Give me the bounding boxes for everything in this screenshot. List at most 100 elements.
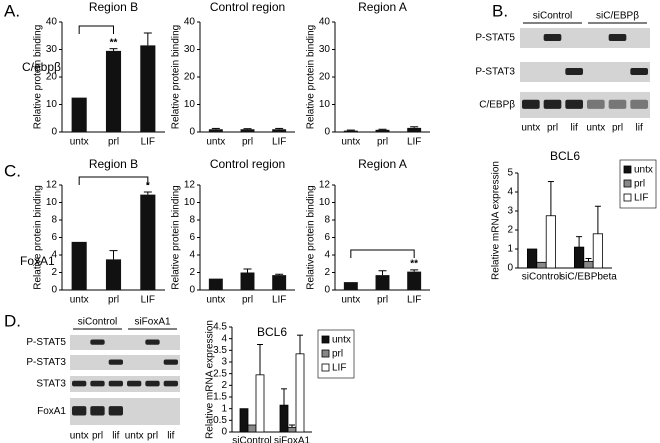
row-label: FoxA1 xyxy=(20,254,55,268)
y-tick-label: 2 xyxy=(221,380,227,391)
blot-band xyxy=(587,99,605,109)
y-tick-label: 0 xyxy=(189,285,195,296)
blot-lane-label: untx xyxy=(521,123,540,134)
y-tick-label: 30 xyxy=(46,44,58,55)
y-tick-label: 0 xyxy=(51,285,57,296)
bar xyxy=(272,275,287,290)
bar xyxy=(272,129,287,132)
bar xyxy=(375,275,390,290)
blot-lane-label: lif xyxy=(167,431,174,442)
y-tick-label: 0.5 xyxy=(213,415,227,426)
bar xyxy=(527,248,538,269)
x-tick-label: siControl xyxy=(232,436,271,443)
bar xyxy=(71,97,87,132)
y-tick-label: 8 xyxy=(51,215,57,226)
legend-swatch xyxy=(623,193,632,202)
y-tick-label: 2 xyxy=(324,267,330,278)
bar xyxy=(208,129,223,132)
bracket xyxy=(350,249,415,258)
chart-title: BCL6 xyxy=(257,325,287,339)
panel-letter: D. xyxy=(4,311,21,330)
blot-lane-label: prl xyxy=(612,123,623,134)
x-tick-label: prl xyxy=(242,295,253,306)
legend-label: prl xyxy=(332,349,343,360)
y-tick-label: 10 xyxy=(319,99,331,110)
x-tick-label: LIF xyxy=(407,137,421,148)
y-tick-label: 4 xyxy=(507,187,513,198)
blot-band xyxy=(90,406,105,416)
chart-title: Region B xyxy=(89,157,138,171)
chart-title: Control region xyxy=(210,0,285,14)
y-tick-label: 6 xyxy=(189,232,195,243)
bar xyxy=(287,426,297,433)
y-tick-label: 40 xyxy=(184,17,196,28)
significance: ** xyxy=(110,37,118,48)
y-axis-label: Relative protein binding xyxy=(306,25,317,130)
blot-band xyxy=(608,34,627,41)
bar xyxy=(140,194,156,290)
y-tick-label: 0 xyxy=(189,127,195,138)
y-tick-label: 0 xyxy=(221,427,227,438)
blot-band xyxy=(72,406,87,416)
legend-label: untx xyxy=(634,165,653,176)
y-tick-label: 5 xyxy=(507,168,513,179)
legend-swatch xyxy=(623,179,632,188)
bar xyxy=(343,282,358,290)
blot-band xyxy=(90,380,105,387)
y-tick-label: 30 xyxy=(319,44,331,55)
y-tick-label: 8 xyxy=(189,215,195,226)
y-tick-label: 10 xyxy=(184,99,196,110)
y-axis-label: Relative mRNA expression xyxy=(205,320,216,439)
blot-band xyxy=(163,359,178,365)
y-tick-label: 4.5 xyxy=(213,322,227,333)
significance: * xyxy=(146,181,150,192)
blot-lane-label: lif xyxy=(636,123,643,134)
y-tick-label: 12 xyxy=(46,180,58,191)
y-tick-label: 4 xyxy=(189,250,195,261)
x-tick-label: LIF xyxy=(141,295,155,306)
y-tick-label: 30 xyxy=(184,44,196,55)
chart-title: Control region xyxy=(210,157,285,171)
legend-label: LIF xyxy=(634,193,648,204)
blot-band xyxy=(145,380,160,387)
y-tick-label: 3 xyxy=(221,357,227,368)
legend-swatch xyxy=(321,335,330,344)
blot-row-label: C/EBPβ xyxy=(479,100,515,111)
bar xyxy=(71,241,87,290)
bar xyxy=(375,129,390,132)
bar xyxy=(247,424,257,433)
y-axis-label: Relative mRNA expression xyxy=(491,161,502,280)
blot-band xyxy=(543,34,562,41)
y-tick-label: 40 xyxy=(46,17,58,28)
blot-strip xyxy=(520,62,650,82)
blot-lane-label: untx xyxy=(586,123,605,134)
blot-row-label: STAT3 xyxy=(36,379,66,390)
blot-strip xyxy=(520,92,650,118)
bar xyxy=(255,374,265,433)
y-tick-label: 1.5 xyxy=(213,392,227,403)
x-tick-label: untx xyxy=(206,137,225,148)
chart-title: BCL6 xyxy=(550,149,580,163)
blot-band xyxy=(108,359,123,365)
y-tick-label: 40 xyxy=(319,17,331,28)
y-tick-label: 1 xyxy=(221,403,227,414)
bar xyxy=(208,278,223,290)
blot-row-label: P-STAT3 xyxy=(26,357,66,368)
x-tick-label: prl xyxy=(242,137,253,148)
x-tick-label: LIF xyxy=(141,137,155,148)
y-tick-label: 1 xyxy=(507,244,513,255)
legend-label: LIF xyxy=(332,363,346,374)
y-tick-label: 0 xyxy=(51,127,57,138)
y-tick-label: 2 xyxy=(189,267,195,278)
x-tick-label: siC/EBPbeta xyxy=(560,272,617,283)
bar xyxy=(407,271,422,290)
y-tick-label: 10 xyxy=(46,99,58,110)
blot-band xyxy=(543,99,562,109)
blot-row-label: P-STAT5 xyxy=(475,33,515,44)
bar xyxy=(574,246,585,269)
x-tick-label: prl xyxy=(108,137,119,148)
blot-band xyxy=(90,339,105,345)
y-tick-label: 4 xyxy=(221,333,227,344)
y-tick-label: 0 xyxy=(324,285,330,296)
bar xyxy=(545,215,557,269)
